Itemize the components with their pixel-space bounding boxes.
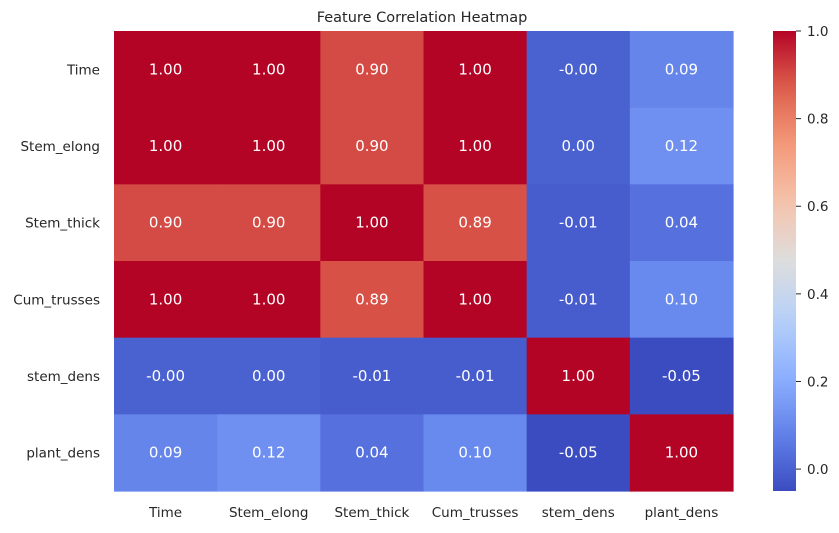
cell-annotation: 0.12 xyxy=(252,444,285,462)
heatmap-cell xyxy=(423,31,528,109)
x-tick-label: Stem_elong xyxy=(229,505,309,521)
colorbar-tick-label: 0.6 xyxy=(807,199,828,215)
colorbar-tick-label: 0.4 xyxy=(807,287,828,303)
cell-annotation: 0.00 xyxy=(252,367,285,385)
colorbar-tick-label: 0.2 xyxy=(807,374,828,390)
cell-annotation: -0.01 xyxy=(559,290,598,308)
y-tick-label: Time xyxy=(66,62,100,78)
x-tick-label: plant_dens xyxy=(645,505,719,521)
heatmap-cell xyxy=(629,337,734,415)
heatmap-cell xyxy=(629,414,734,492)
cell-annotation: -0.00 xyxy=(559,60,598,78)
cell-annotation: 0.04 xyxy=(355,444,388,462)
cell-annotation: 1.00 xyxy=(665,444,698,462)
cell-annotation: 0.90 xyxy=(355,137,388,155)
heatmap-cell xyxy=(114,107,218,185)
colorbar-tick-label: 1.0 xyxy=(807,24,828,40)
cell-annotation: 0.90 xyxy=(149,214,182,232)
cell-annotation: 1.00 xyxy=(149,137,182,155)
cell-annotation: -0.01 xyxy=(559,214,598,232)
heatmap-cell xyxy=(217,414,321,492)
cell-annotation: 0.90 xyxy=(252,214,285,232)
x-tick-label: stem_dens xyxy=(542,505,615,521)
heatmap-cell xyxy=(114,261,218,339)
heatmap-cell xyxy=(629,31,734,109)
cell-annotation: 0.89 xyxy=(458,214,491,232)
x-tick-label: Cum_trusses xyxy=(432,505,519,521)
y-tick-label: Stem_elong xyxy=(20,139,100,155)
cell-annotations: 1.00 1.00 0.90 1.00 -0.00 0.09 1.00 1.00 0.90 1.0… xyxy=(146,60,701,461)
cell-annotation: 1.00 xyxy=(149,60,182,78)
colorbar-gradient xyxy=(773,31,796,491)
cell-annotation: 1.00 xyxy=(562,367,595,385)
heatmap-cell xyxy=(423,107,528,185)
heatmap-cell xyxy=(629,261,734,339)
heatmap-cell xyxy=(526,261,631,339)
cell-annotation: 1.00 xyxy=(355,214,388,232)
heatmap-cell xyxy=(629,107,734,185)
heatmap-cell xyxy=(217,31,321,109)
heatmap-cell xyxy=(526,337,631,415)
cell-annotation: -0.01 xyxy=(456,367,495,385)
colorbar-tick-label: 0.8 xyxy=(807,112,828,128)
cell-annotation: 1.00 xyxy=(252,290,285,308)
chart-title: Feature Correlation Heatmap xyxy=(317,10,528,26)
y-tick-label: stem_dens xyxy=(27,369,100,385)
heatmap-cell xyxy=(114,337,218,415)
colorbar-tick-label: 0.0 xyxy=(807,462,828,478)
cell-annotation: 0.00 xyxy=(562,137,595,155)
cell-annotation: 0.09 xyxy=(149,444,182,462)
x-tick-labels: Time Stem_elong Stem_thick Cum_trusses stem_… xyxy=(148,505,718,521)
y-tick-labels: Time Stem_elong Stem_thick Cum_trusses stem_… xyxy=(13,62,100,461)
cell-annotation: 1.00 xyxy=(149,290,182,308)
heatmap-cell xyxy=(526,184,631,262)
heatmap-cell xyxy=(114,31,218,109)
heatmap-cell xyxy=(320,414,425,492)
heatmap-cells xyxy=(114,31,734,492)
cell-annotation: 1.00 xyxy=(252,137,285,155)
cell-annotation: -0.05 xyxy=(559,444,598,462)
heatmap-cell xyxy=(217,184,321,262)
colorbar: 0.0 0.2 0.4 0.6 0.8 1.0 xyxy=(773,24,828,491)
cell-annotation: 0.89 xyxy=(355,290,388,308)
cell-annotation: -0.00 xyxy=(146,367,185,385)
heatmap-cell xyxy=(320,184,425,262)
heatmap-cell xyxy=(423,337,528,415)
cell-annotation: 1.00 xyxy=(458,60,491,78)
cell-annotation: 0.04 xyxy=(665,214,698,232)
heatmap-cell xyxy=(526,31,631,109)
cell-annotation: 0.10 xyxy=(665,290,698,308)
cell-annotation: 0.90 xyxy=(355,60,388,78)
y-tick-label: Cum_trusses xyxy=(13,292,100,308)
heatmap-cell xyxy=(629,184,734,262)
heatmap-cell xyxy=(320,337,425,415)
heatmap-cell xyxy=(526,414,631,492)
heatmap-cell xyxy=(320,31,425,109)
heatmap-cell xyxy=(217,107,321,185)
heatmap-cell xyxy=(320,107,425,185)
heatmap-cell xyxy=(114,414,218,492)
x-tick-label: Stem_thick xyxy=(334,505,409,521)
heatmap-cell xyxy=(423,261,528,339)
heatmap-cell xyxy=(217,261,321,339)
heatmap-cell xyxy=(526,107,631,185)
cell-annotation: -0.05 xyxy=(662,367,701,385)
heatmap-cell xyxy=(114,184,218,262)
x-tick-label: Time xyxy=(148,505,182,521)
y-tick-label: plant_dens xyxy=(26,446,100,462)
cell-annotation: -0.01 xyxy=(353,367,392,385)
heatmap-cell xyxy=(423,414,528,492)
cell-annotation: 1.00 xyxy=(458,137,491,155)
cell-annotation: 1.00 xyxy=(458,290,491,308)
heatmap-cell xyxy=(320,261,425,339)
heatmap-cell xyxy=(217,337,321,415)
cell-annotation: 0.10 xyxy=(458,444,491,462)
y-tick-label: Stem_thick xyxy=(25,216,100,232)
cell-annotation: 0.12 xyxy=(665,137,698,155)
heatmap-cell xyxy=(423,184,528,262)
cell-annotation: 0.09 xyxy=(665,60,698,78)
cell-annotation: 1.00 xyxy=(252,60,285,78)
